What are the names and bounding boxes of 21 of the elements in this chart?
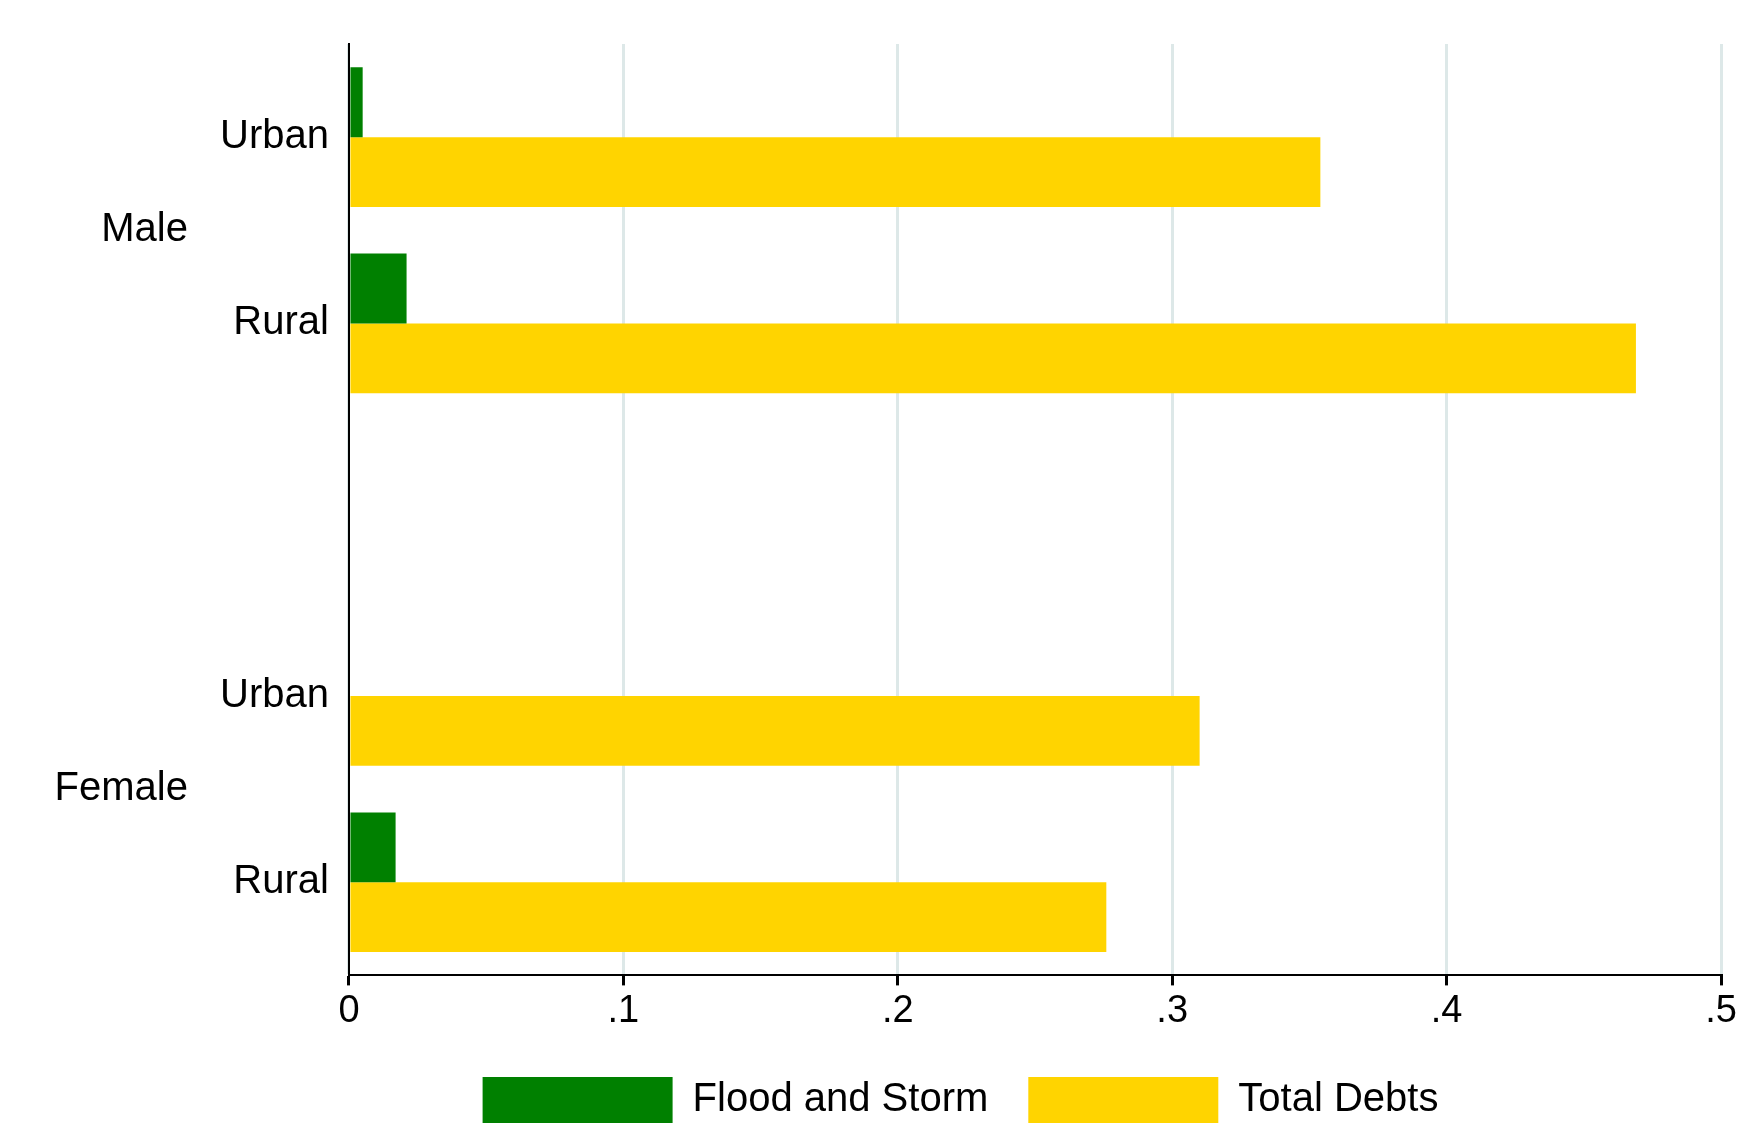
text: Male [101, 205, 188, 250]
bar [350, 67, 363, 138]
x-tick-label: .1 [607, 987, 640, 1030]
bar [350, 812, 396, 883]
x-tick-label: .4 [1430, 987, 1463, 1030]
bar [350, 882, 1107, 953]
legend-label: Flood and Storm [692, 1075, 989, 1120]
text: Female [54, 764, 188, 809]
x-tick-label: 0 [338, 987, 360, 1030]
y-tick-label: Rural [233, 298, 329, 343]
legend-label: Total Debts [1238, 1075, 1439, 1120]
bar [350, 137, 1321, 207]
bar [350, 253, 407, 324]
bar [350, 323, 1636, 394]
x-tick-label: .3 [1156, 987, 1189, 1030]
y-tick-label: Urban [219, 112, 329, 157]
y-tick-label: Urban [219, 671, 329, 716]
x-tick-label: .5 [1705, 987, 1737, 1030]
y-tick-label: Rural [233, 857, 329, 902]
bar [350, 695, 1200, 766]
x-tick-label: .2 [881, 987, 914, 1030]
